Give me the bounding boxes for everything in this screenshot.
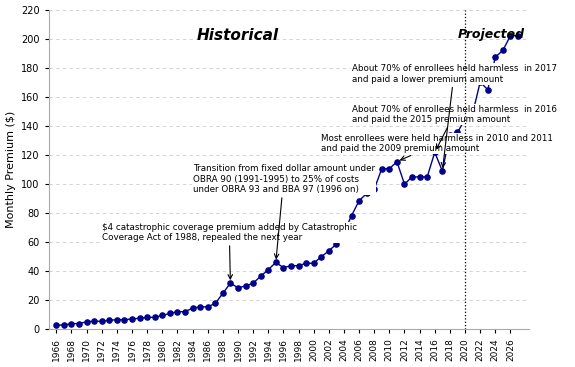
Point: [400, 181, 409, 187]
Point: [226, 280, 235, 286]
Point: [377, 166, 386, 172]
Point: [490, 54, 500, 60]
Point: [135, 315, 144, 321]
Point: [128, 316, 137, 322]
Point: [218, 290, 228, 296]
Point: [188, 305, 197, 311]
Point: [165, 310, 174, 316]
Point: [408, 174, 417, 180]
Text: About 70% of enrollees held harmless  in 2017
and paid a lower premium amount: About 70% of enrollees held harmless in …: [351, 64, 557, 167]
Point: [271, 259, 281, 265]
Point: [438, 168, 447, 174]
Point: [67, 321, 76, 327]
Point: [468, 110, 477, 116]
Text: Historical: Historical: [197, 29, 279, 43]
Point: [203, 304, 212, 310]
Point: [52, 322, 61, 328]
Point: [513, 33, 523, 39]
Point: [97, 318, 106, 324]
Y-axis label: Monthly Premium ($): Monthly Premium ($): [6, 111, 16, 228]
Point: [150, 314, 159, 320]
Point: [294, 263, 303, 269]
Point: [90, 318, 99, 324]
Point: [506, 33, 515, 39]
Point: [264, 267, 273, 273]
Point: [430, 149, 439, 155]
Point: [453, 130, 462, 135]
Point: [392, 159, 401, 164]
Point: [158, 313, 167, 319]
Point: [105, 317, 114, 323]
Point: [210, 301, 220, 306]
Point: [362, 190, 371, 196]
Point: [279, 265, 288, 270]
Point: [461, 116, 470, 122]
Text: Projected: Projected: [458, 29, 525, 41]
Point: [415, 174, 424, 180]
Point: [143, 315, 152, 320]
Point: [74, 321, 83, 327]
Point: [309, 260, 318, 266]
Point: [423, 174, 432, 180]
Point: [385, 166, 394, 172]
Text: About 70% of enrollees held harmless  in 2016
and paid the 2015 premium amount: About 70% of enrollees held harmless in …: [351, 105, 557, 149]
Point: [286, 263, 296, 269]
Point: [112, 317, 121, 323]
Point: [332, 241, 341, 247]
Text: Transition from fixed dollar amount under
OBRA 90 (1991-1995) to 25% of costs
un: Transition from fixed dollar amount unde…: [193, 164, 375, 258]
Text: Most enrollees were held harmless in 2010 and 2011
and paid the 2009 premium amo: Most enrollees were held harmless in 201…: [321, 134, 553, 160]
Point: [339, 230, 348, 236]
Point: [82, 319, 91, 325]
Point: [483, 87, 492, 92]
Point: [256, 273, 265, 279]
Point: [196, 304, 205, 310]
Point: [354, 198, 363, 204]
Point: [241, 283, 250, 289]
Point: [248, 280, 258, 286]
Point: [476, 79, 485, 85]
Point: [181, 309, 190, 315]
Point: [445, 132, 454, 138]
Point: [347, 213, 356, 219]
Point: [324, 248, 333, 254]
Point: [233, 285, 243, 291]
Point: [317, 254, 326, 260]
Point: [173, 309, 182, 315]
Point: [499, 47, 508, 53]
Point: [59, 322, 68, 328]
Point: [301, 260, 310, 266]
Point: [370, 186, 379, 192]
Text: $4 catastrophic coverage premium added by Catastrophic
Coverage Act of 1988, rep: $4 catastrophic coverage premium added b…: [102, 223, 357, 279]
Point: [120, 317, 129, 323]
